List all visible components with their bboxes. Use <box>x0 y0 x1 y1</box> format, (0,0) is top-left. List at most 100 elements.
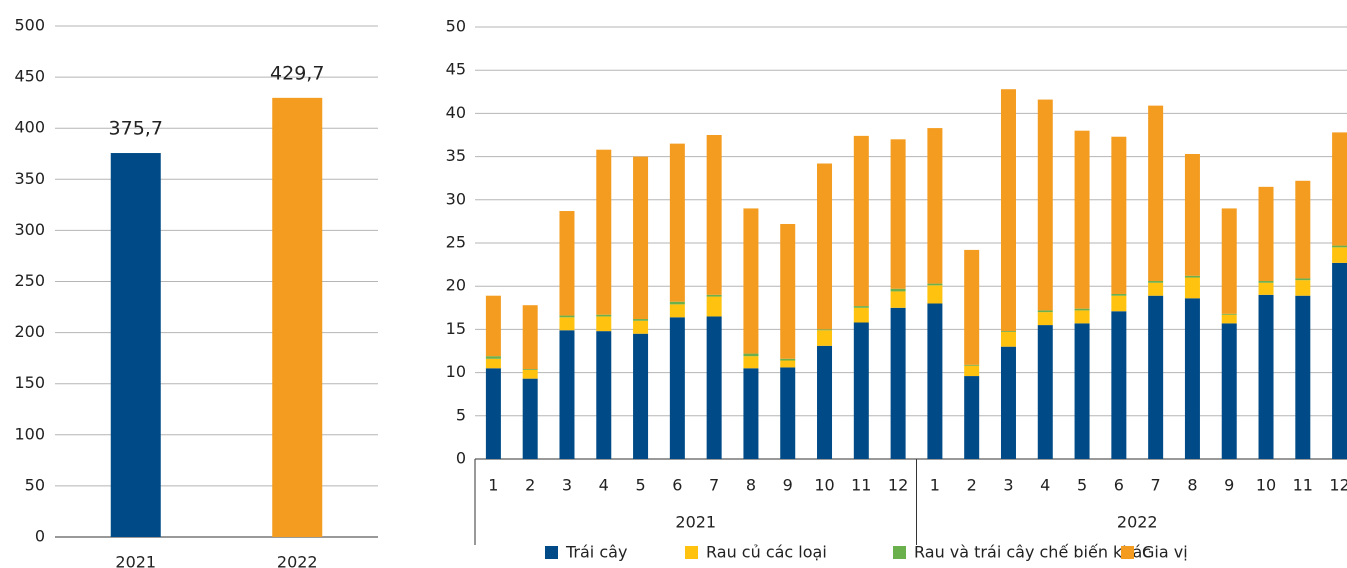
x-tick-label: 11 <box>851 476 871 495</box>
bar-segment <box>1184 154 1200 276</box>
y-tick-label: 25 <box>446 233 466 252</box>
bar-segment <box>1111 295 1127 312</box>
bar-segment <box>1111 136 1127 294</box>
bar-segment <box>522 369 538 371</box>
bar-segment <box>817 329 833 331</box>
bar-segment <box>1000 331 1016 347</box>
bar-segment <box>559 317 575 331</box>
bar-segment <box>1332 132 1347 246</box>
x-tick-label: 7 <box>1151 476 1161 495</box>
y-tick-label: 20 <box>446 276 466 295</box>
bar <box>110 153 161 537</box>
legend-swatch <box>893 546 906 559</box>
bar-segment <box>633 319 649 321</box>
bar-segment <box>706 294 722 297</box>
bar-segment <box>1074 323 1090 459</box>
y-tick-label: 40 <box>446 103 466 122</box>
bar-segment <box>596 314 612 317</box>
bar-segment <box>743 356 759 369</box>
bar-segment <box>1221 323 1237 459</box>
bar-segment <box>669 301 685 305</box>
y-tick-label: 200 <box>14 322 45 341</box>
bar-segment <box>706 296 722 317</box>
y-tick-label: 50 <box>25 475 45 494</box>
bar-segment <box>927 285 943 304</box>
bar-segment <box>964 376 980 459</box>
bar-segment <box>1295 280 1311 296</box>
bar-segment <box>780 360 796 368</box>
bar-segment <box>853 322 869 459</box>
bar-segment <box>485 295 501 357</box>
x-tick-label: 4 <box>599 476 609 495</box>
bar-segment <box>1148 281 1164 283</box>
group-label: 2021 <box>675 513 716 532</box>
y-tick-label: 5 <box>456 405 466 424</box>
y-tick-label: 300 <box>14 220 45 239</box>
bar-segment <box>522 378 538 459</box>
bar-segment <box>1221 313 1237 315</box>
bar-segment <box>1111 293 1127 296</box>
bar-segment <box>780 358 796 361</box>
bar-segment <box>1184 298 1200 459</box>
y-tick-label: 500 <box>14 16 45 35</box>
legend-label: Rau và trái cây chế biến khác <box>914 543 1151 562</box>
bar-segment <box>596 316 612 332</box>
y-tick-label: 350 <box>14 169 45 188</box>
bar <box>272 97 323 537</box>
bar-segment <box>485 368 501 459</box>
data-label: 375,7 <box>109 118 163 140</box>
y-tick-label: 0 <box>35 527 45 546</box>
bar-segment <box>633 156 649 320</box>
bar-segment <box>817 345 833 459</box>
y-tick-label: 450 <box>14 67 45 86</box>
x-tick-label: 12 <box>888 476 908 495</box>
x-tick-label: 4 <box>1040 476 1050 495</box>
legend-label: Rau củ các loại <box>706 543 827 562</box>
bar-segment <box>1221 208 1237 314</box>
bar-segment <box>853 306 869 308</box>
y-tick-label: 10 <box>446 362 466 381</box>
x-tick-label: 2022 <box>277 553 318 568</box>
bar-segment <box>927 283 943 286</box>
group-label: 2022 <box>1117 513 1158 532</box>
bar-segment <box>1000 331 1016 332</box>
bar-segment <box>1148 295 1164 459</box>
bar-segment <box>780 223 796 359</box>
y-tick-label: 0 <box>456 449 466 468</box>
legend-swatch <box>545 546 558 559</box>
bar-segment <box>743 353 759 357</box>
bar-segment <box>780 367 796 459</box>
legend-label: Trái cây <box>565 543 627 562</box>
bar-segment <box>1184 277 1200 299</box>
x-tick-label: 6 <box>1114 476 1124 495</box>
bar-segment <box>1074 130 1090 309</box>
bar-segment <box>1037 310 1053 313</box>
x-tick-label: 9 <box>783 476 793 495</box>
bar-segment <box>890 291 906 308</box>
bar-segment <box>669 143 685 302</box>
x-tick-label: 10 <box>814 476 834 495</box>
legend-label: Gia vị <box>1142 543 1188 562</box>
bar-segment <box>1000 89 1016 332</box>
bar-segment <box>559 211 575 316</box>
legend-swatch <box>1121 546 1134 559</box>
x-tick-label: 5 <box>1077 476 1087 495</box>
bar-segment <box>596 331 612 459</box>
bar-segment <box>964 249 980 365</box>
y-tick-label: 150 <box>14 373 45 392</box>
x-tick-label: 8 <box>746 476 756 495</box>
bar-segment <box>669 304 685 318</box>
bar-segment <box>1258 294 1274 459</box>
x-tick-label: 10 <box>1256 476 1276 495</box>
bar-segment <box>890 288 906 292</box>
bar-segment <box>1332 245 1347 248</box>
x-tick-label: 12 <box>1329 476 1347 495</box>
x-tick-label: 6 <box>672 476 682 495</box>
bar-segment <box>927 128 943 284</box>
y-tick-label: 45 <box>446 60 466 79</box>
bar-segment <box>596 149 612 315</box>
bar-segment <box>927 303 943 459</box>
bar-segment <box>485 356 501 359</box>
y-tick-label: 35 <box>446 146 466 165</box>
bar-segment <box>1332 262 1347 459</box>
